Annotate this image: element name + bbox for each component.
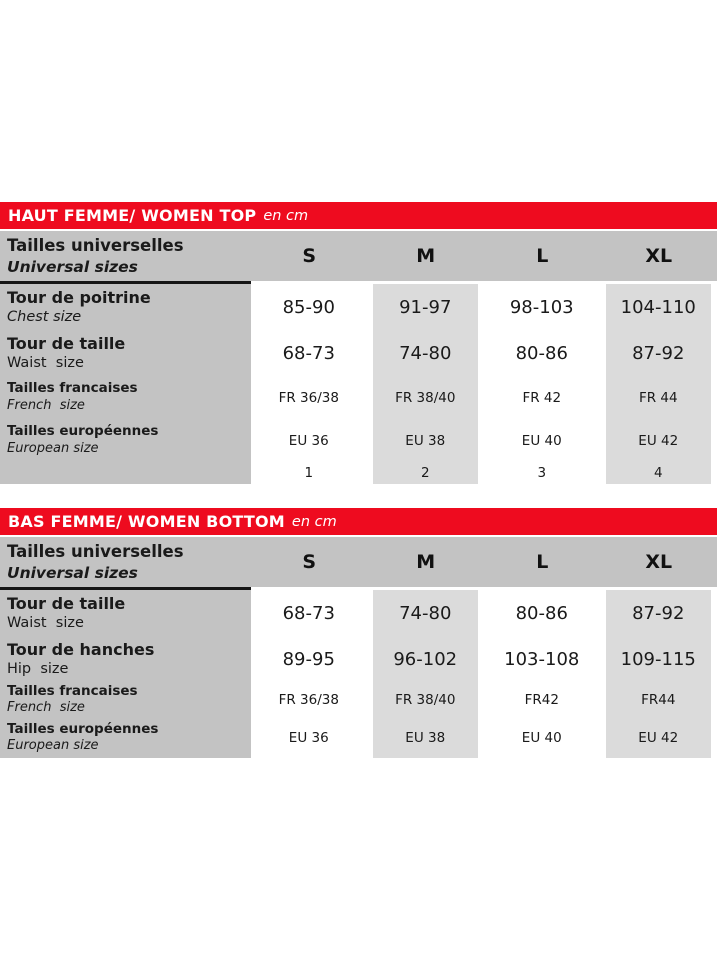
table-row-french-size: Tailles francaises French size FR 36/38 … [0,682,717,718]
row-label: Tour de poitrine Chest size [0,284,251,330]
size-cell: 80-86 [484,590,601,636]
size-cell: 103-108 [484,636,601,682]
table-title: BAS FEMME/ WOMEN BOTTOM [8,512,285,531]
size-cell: EU 38 [367,718,484,758]
row-label-fr: Tailles européennes [7,423,159,440]
size-column-header-s: S [251,537,368,590]
size-column-header-l: L [484,231,601,284]
size-column-header-s: S [251,231,368,284]
size-cell: 74-80 [367,590,484,636]
size-cell: 74-80 [367,330,484,376]
table-title: HAUT FEMME/ WOMEN TOP [8,206,257,225]
size-cell: EU 36 [251,718,368,758]
size-column-header-m: M [367,231,484,284]
row-label: Tour de taille Waist size [0,590,251,636]
size-table-women-bottom: BAS FEMME/ WOMEN BOTTOM en cm Tailles un… [0,508,717,758]
table-row-size-index: 1 2 3 4 [0,462,717,484]
row-label [0,462,251,484]
row-label-fr: Tour de taille [7,333,126,353]
row-label-en: European size [7,440,99,456]
women-bottom-title-bar: BAS FEMME/ WOMEN BOTTOM en cm [0,508,717,535]
size-cell: EU 40 [484,419,601,462]
size-cell: FR42 [484,682,601,718]
table-row-european-size: Tailles européennes European size EU 36 … [0,419,717,462]
header-label-fr: Tailles universelles [7,236,184,256]
size-cell: FR 42 [484,376,601,419]
size-cell: FR 36/38 [251,682,368,718]
size-column-header-m: M [367,537,484,590]
table-row-waist: Tour de taille Waist size 68-73 74-80 80… [0,590,717,636]
size-cell: FR44 [600,682,717,718]
size-cell: 91-97 [367,284,484,330]
table-row-french-size: Tailles francaises French size FR 36/38 … [0,376,717,419]
size-cell: FR 38/40 [367,682,484,718]
size-cell: EU 40 [484,718,601,758]
size-cell: 98-103 [484,284,601,330]
size-cell: 4 [600,462,717,484]
header-label-en: Universal sizes [7,257,138,276]
size-cell: EU 42 [600,419,717,462]
size-column-header-xl: XL [600,537,717,590]
size-cell: 96-102 [367,636,484,682]
size-cell: 87-92 [600,330,717,376]
row-label-fr: Tour de taille [7,593,126,613]
row-label-fr: Tailles francaises [7,380,138,397]
size-chart-page: HAUT FEMME/ WOMEN TOP en cm Tailles univ… [0,202,717,758]
row-label-fr: Tailles francaises [7,682,138,699]
row-label-en: Chest size [7,309,82,326]
size-cell: FR 38/40 [367,376,484,419]
row-label: Tailles francaises French size [0,682,251,718]
row-label: Tailles européennes European size [0,718,251,758]
size-cell: 80-86 [484,330,601,376]
row-label-en: Waist size [7,615,84,632]
header-row: Tailles universelles Universal sizes S M… [0,231,717,284]
size-cell: 2 [367,462,484,484]
women-top-title-bar: HAUT FEMME/ WOMEN TOP en cm [0,202,717,229]
size-cell: 85-90 [251,284,368,330]
size-table-women-top: HAUT FEMME/ WOMEN TOP en cm Tailles univ… [0,202,717,484]
table-unit-label: en cm [291,513,337,530]
size-cell: EU 36 [251,419,368,462]
table-row-waist: Tour de taille Waist size 68-73 74-80 80… [0,330,717,376]
table-row-european-size: Tailles européennes European size EU 36 … [0,718,717,758]
table-row-hip: Tour de hanches Hip size 89-95 96-102 10… [0,636,717,682]
header-label-en: Universal sizes [7,563,138,582]
universal-sizes-header: Tailles universelles Universal sizes [0,537,251,590]
size-cell: EU 38 [367,419,484,462]
size-column-header-l: L [484,537,601,590]
row-label: Tailles francaises French size [0,376,251,419]
row-label: Tour de taille Waist size [0,330,251,376]
size-cell: 104-110 [600,284,717,330]
size-cell: 68-73 [251,330,368,376]
size-column-header-xl: XL [600,231,717,284]
size-cell: 89-95 [251,636,368,682]
size-cell: 87-92 [600,590,717,636]
header-label-fr: Tailles universelles [7,542,184,562]
size-cell: FR 44 [600,376,717,419]
size-cell: EU 42 [600,718,717,758]
row-label-en: French size [7,397,85,413]
universal-sizes-header: Tailles universelles Universal sizes [0,231,251,284]
row-label-en: Hip size [7,661,69,678]
size-cell: 109-115 [600,636,717,682]
row-label-fr: Tour de poitrine [7,287,151,307]
size-cell: 3 [484,462,601,484]
size-cell: 1 [251,462,368,484]
row-label: Tailles européennes European size [0,419,251,462]
row-label-en: European size [7,738,99,754]
row-label-en: Waist size [7,355,84,372]
table-unit-label: en cm [263,207,309,224]
header-row: Tailles universelles Universal sizes S M… [0,537,717,590]
size-cell: FR 36/38 [251,376,368,419]
row-label-fr: Tailles européennes [7,720,159,737]
row-label-fr: Tour de hanches [7,639,155,659]
row-label-en: French size [7,700,85,716]
size-cell: 68-73 [251,590,368,636]
row-label: Tour de hanches Hip size [0,636,251,682]
table-row-chest: Tour de poitrine Chest size 85-90 91-97 … [0,284,717,330]
